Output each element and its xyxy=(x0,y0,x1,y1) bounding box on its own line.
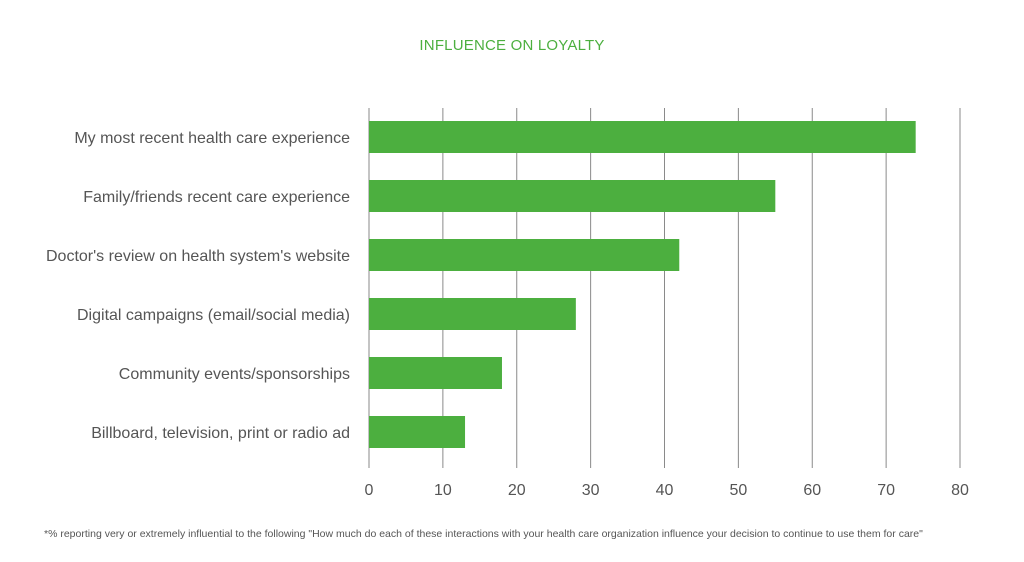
category-label: Billboard, television, print or radio ad xyxy=(91,425,350,442)
x-tick-label: 50 xyxy=(729,482,747,499)
x-tick-label: 40 xyxy=(656,482,674,499)
bar xyxy=(369,416,466,448)
bar xyxy=(369,180,776,212)
category-labels: My most recent health care experience Fam… xyxy=(46,130,350,442)
category-label: Doctor's review on health system's websi… xyxy=(46,248,350,265)
category-label: Family/friends recent care experience xyxy=(83,189,350,206)
category-label: Digital campaigns (email/social media) xyxy=(77,307,350,324)
category-label: Community events/sponsorships xyxy=(119,366,350,383)
x-tick-label: 80 xyxy=(951,482,969,499)
bar xyxy=(369,121,916,153)
x-axis-ticks: 0 10 20 30 40 50 60 70 80 xyxy=(365,482,969,499)
x-tick-label: 60 xyxy=(803,482,821,499)
bar xyxy=(369,357,502,389)
x-tick-label: 30 xyxy=(582,482,600,499)
bar xyxy=(369,298,576,330)
x-tick-label: 70 xyxy=(877,482,895,499)
chart-title: INFLUENCE ON LOYALTY xyxy=(419,37,605,54)
x-tick-label: 10 xyxy=(434,482,452,499)
gridlines xyxy=(368,108,961,468)
footnote: *% reporting very or extremely influenti… xyxy=(44,528,923,540)
bar xyxy=(369,239,680,271)
bars xyxy=(369,121,916,448)
x-tick-label: 0 xyxy=(365,482,374,499)
x-tick-label: 20 xyxy=(508,482,526,499)
category-label: My most recent health care experience xyxy=(74,130,350,147)
